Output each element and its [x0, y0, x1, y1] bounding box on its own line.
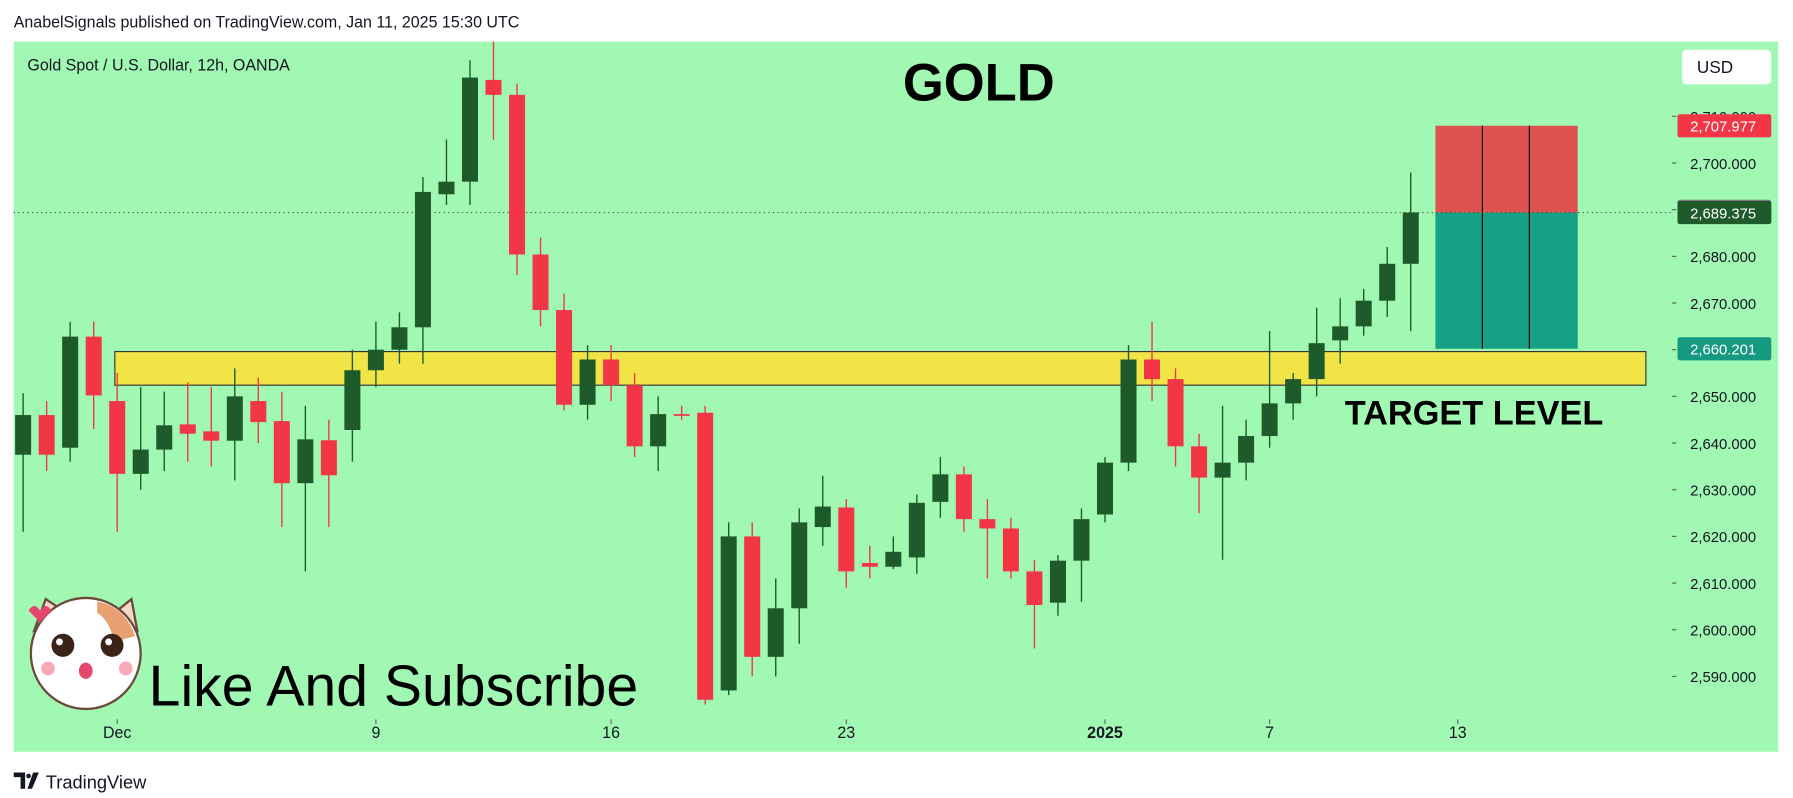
candle-body [556, 310, 573, 405]
candle-body [203, 431, 220, 441]
profit-zone [1435, 212, 1578, 349]
chart-title: GOLD [903, 53, 1055, 112]
promo-text: Like And Subscribe [149, 654, 638, 718]
candle-body [15, 415, 32, 455]
x-tick-label: Dec [103, 724, 131, 742]
candle-body [485, 79, 502, 95]
x-tick-label: 7 [1265, 724, 1274, 742]
candle-body [1214, 462, 1231, 478]
candle-body [1308, 343, 1325, 380]
y-tick-label: 2,590.000 [1690, 669, 1756, 686]
candle-body [62, 336, 79, 448]
candle-body [1402, 212, 1419, 264]
y-tick-label: 2,680.000 [1690, 249, 1756, 266]
candle-body [532, 254, 549, 311]
candle-body [861, 563, 878, 567]
x-tick-label: 23 [837, 724, 855, 742]
candle-body [1073, 519, 1090, 561]
stop-zone [1435, 125, 1578, 213]
currency-box [1682, 49, 1772, 85]
candle-body [461, 77, 478, 182]
y-tick-label: 2,610.000 [1690, 576, 1756, 593]
price-label: 2,707.977 [1690, 118, 1756, 135]
cat-icon [28, 596, 142, 711]
candle-body [38, 415, 55, 455]
y-tick-label: 2,650.000 [1690, 389, 1756, 406]
candle-body [979, 519, 996, 529]
candle-body [85, 336, 102, 396]
candle-body [1332, 326, 1349, 341]
y-tick-label: 2,670.000 [1690, 296, 1756, 313]
price-label: 2,660.201 [1690, 341, 1756, 358]
price-label-box [1677, 337, 1772, 361]
candle-body [250, 401, 267, 423]
candle-body [1096, 462, 1113, 515]
candle-body [650, 414, 667, 447]
candle-body [273, 421, 290, 484]
price-label-box [1677, 114, 1772, 138]
y-tick-label: 2,640.000 [1690, 436, 1756, 453]
candle-body [697, 412, 714, 700]
price-label: 2,689.375 [1690, 205, 1756, 222]
candle-body [1379, 263, 1396, 301]
candle-body [156, 425, 173, 450]
candle-body [955, 474, 972, 520]
x-tick-label: 16 [602, 724, 620, 742]
candle-body [1167, 379, 1184, 447]
currency-label: USD [1697, 57, 1733, 77]
tv-logo [13, 772, 39, 789]
price-label-box [1677, 201, 1772, 225]
candle-body [932, 474, 949, 502]
candle-body [814, 506, 831, 528]
candle-body [1120, 359, 1137, 463]
candle-body [744, 536, 761, 657]
candle-body [720, 536, 737, 691]
publish-header: AnabelSignals published on TradingView.c… [14, 14, 520, 32]
candle-body [1144, 359, 1161, 380]
candle-body [1049, 560, 1066, 603]
candle-body [579, 359, 596, 405]
candle-body [226, 396, 243, 441]
x-tick-label: 9 [371, 724, 380, 742]
candle-body [438, 181, 455, 195]
candle-body [885, 551, 902, 567]
candle-body [414, 191, 431, 328]
candle-body [367, 349, 384, 371]
candle-body [344, 370, 361, 430]
candle-body [509, 94, 526, 255]
candle-body [391, 327, 408, 350]
candle-body [767, 608, 784, 657]
candle-body [132, 449, 149, 474]
candle-body [673, 414, 690, 416]
footer-brand: TradingView [46, 772, 147, 793]
x-tick-label: 13 [1449, 724, 1467, 742]
y-tick-label: 2,600.000 [1690, 622, 1756, 639]
candle-body [1026, 571, 1043, 606]
y-tick-label: 2,620.000 [1690, 529, 1756, 546]
candle-body [320, 440, 337, 476]
candle-body [838, 507, 855, 572]
symbol-label: Gold Spot / U.S. Dollar, 12h, OANDA [27, 56, 290, 74]
candle-body [109, 401, 126, 474]
candle-body [1002, 528, 1019, 572]
y-tick-label: 2,700.000 [1690, 156, 1756, 173]
target-label: TARGET LEVEL [1345, 394, 1604, 432]
candle-body [908, 502, 925, 558]
candle-body [179, 424, 196, 434]
candle-body [1261, 403, 1278, 437]
y-tick-label: 2,630.000 [1690, 482, 1756, 499]
candle-body [1285, 379, 1302, 404]
candle-body [626, 385, 643, 447]
candle-body [603, 359, 620, 386]
candle-body [1191, 446, 1208, 478]
x-tick-label: 2025 [1087, 724, 1123, 742]
candle-body [791, 522, 808, 609]
candle-body [1238, 436, 1255, 463]
candle-body [1355, 300, 1372, 327]
candle-body [297, 439, 314, 484]
